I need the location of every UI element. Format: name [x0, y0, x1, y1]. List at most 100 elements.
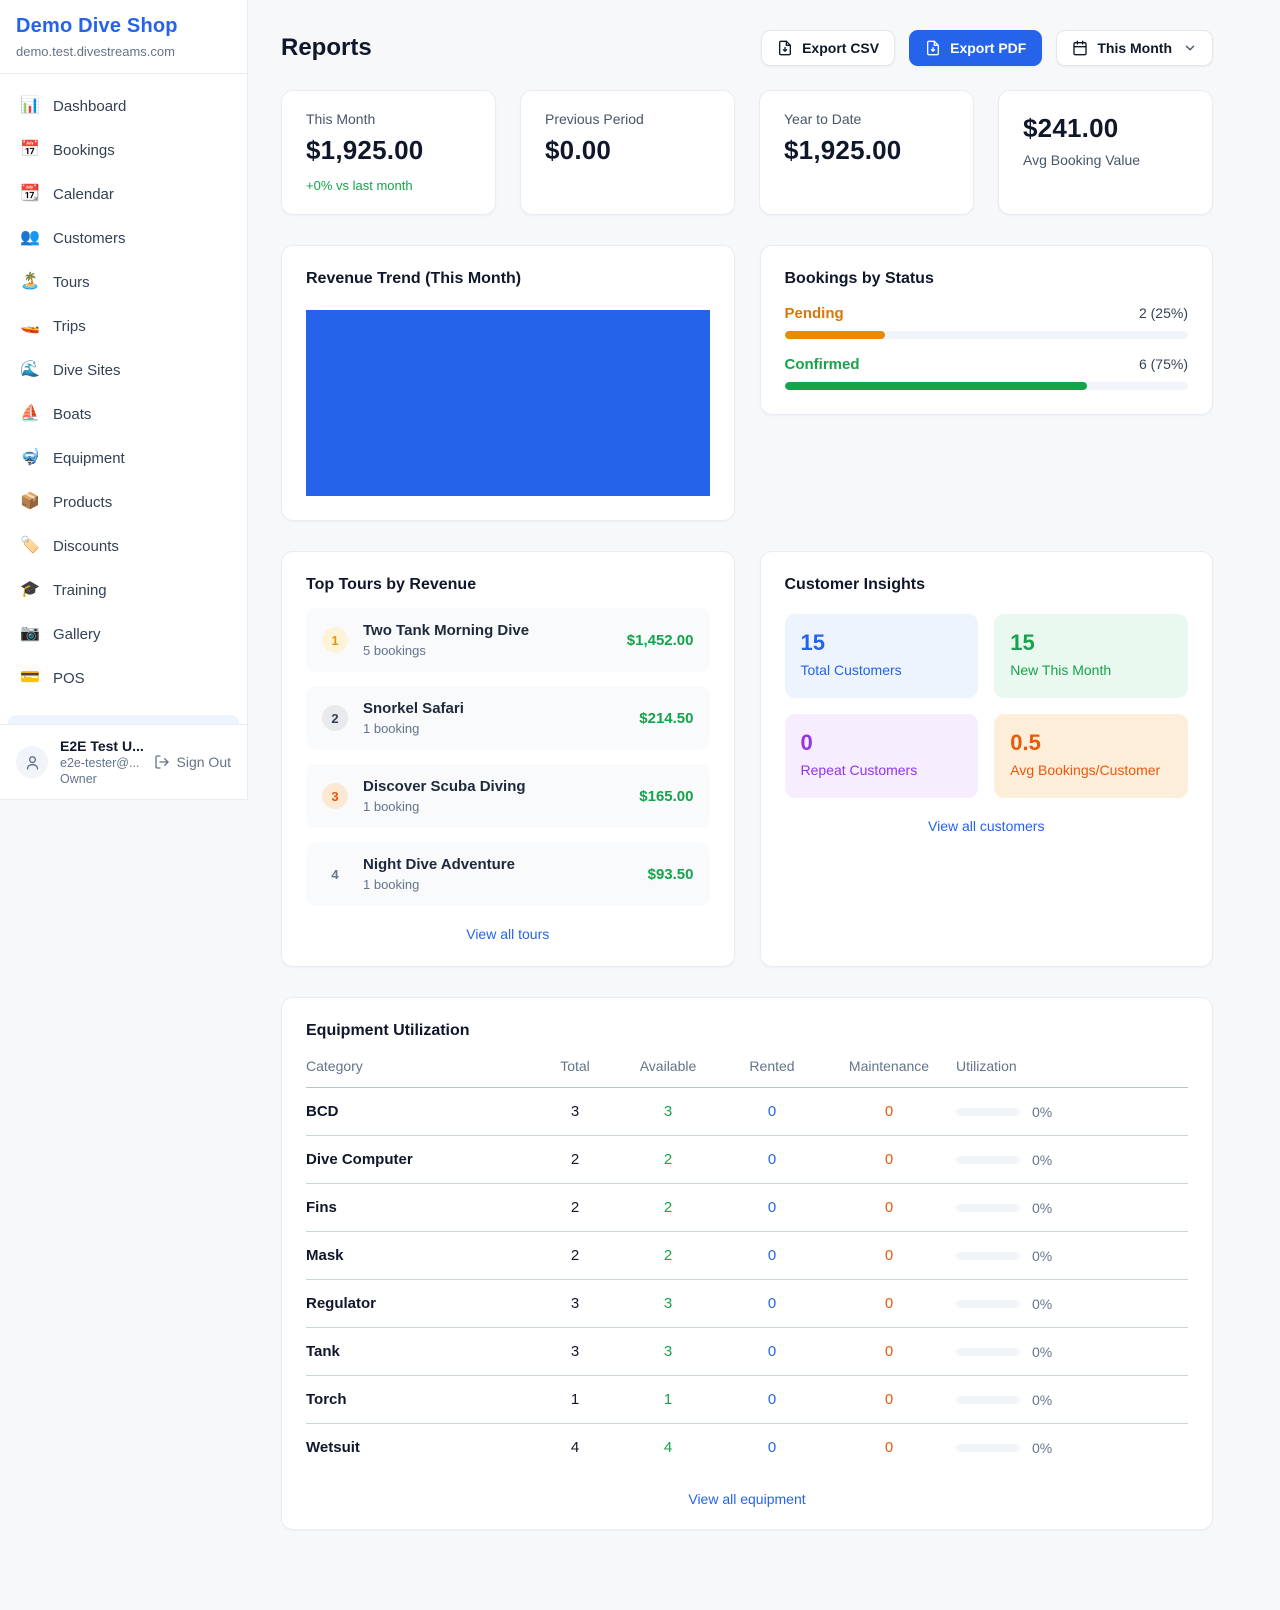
- sidebar-item-dashboard[interactable]: 📊 Dashboard: [8, 88, 239, 124]
- brand-block: Demo Dive Shop demo.test.divestreams.com: [0, 0, 247, 74]
- sidebar-item-trips[interactable]: 🚤 Trips: [8, 308, 239, 344]
- col-utilization: Utilization: [956, 1058, 1017, 1074]
- sidebar-item-discounts[interactable]: 🏷️ Discounts: [8, 528, 239, 564]
- status-row-confirmed: Confirmed 6 (75%): [784, 356, 1188, 390]
- rank-badge: 2: [322, 705, 348, 731]
- sidebar-item-calendar[interactable]: 📆 Calendar: [8, 176, 239, 212]
- table-row: BCD 3 3 0 0 0%: [306, 1088, 1188, 1136]
- cell-utilization: 0%: [956, 1344, 1188, 1360]
- table-row: Tank 3 3 0 0 0%: [306, 1328, 1188, 1376]
- sidebar-item-gallery[interactable]: 📷 Gallery: [8, 616, 239, 652]
- period-select[interactable]: This Month: [1056, 30, 1213, 66]
- view-all-customers-link[interactable]: View all customers: [928, 818, 1045, 834]
- tile-value: 0.5: [1010, 730, 1041, 755]
- cell-category: Fins: [306, 1199, 337, 1216]
- dashboard-icon: 📊: [20, 97, 40, 114]
- sidebar-item-label: POS: [53, 669, 85, 687]
- cell-rented: 0: [767, 1103, 777, 1120]
- tile-repeat-customers: 0 Repeat Customers: [784, 714, 979, 798]
- table-row: Wetsuit 4 4 0 0 0%: [306, 1424, 1188, 1471]
- tile-new-this-month: 15 New This Month: [994, 614, 1188, 698]
- status-value: 2 (25%): [1138, 305, 1188, 321]
- cell-rented: 0: [767, 1247, 777, 1264]
- cell-total: 3: [570, 1343, 580, 1360]
- insight-tiles: 15 Total Customers 15 New This Month 0 R…: [784, 614, 1188, 798]
- utilization-bar: [956, 1443, 1020, 1452]
- cell-maintenance: 0: [884, 1247, 894, 1264]
- cell-available: 4: [663, 1439, 673, 1456]
- stat-label: Previous Period: [545, 111, 644, 127]
- sidebar-item-tours[interactable]: 🏝️ Tours: [8, 264, 239, 300]
- sidebar-item-dive-sites[interactable]: 🌊 Dive Sites: [8, 352, 239, 388]
- cell-utilization: 0%: [956, 1296, 1188, 1312]
- sidebar-item-equipment[interactable]: 🤿 Equipment: [8, 440, 239, 476]
- file-download-icon: [779, 40, 792, 56]
- sidebar-item-bookings[interactable]: 📅 Bookings: [8, 132, 239, 168]
- cell-utilization: 0%: [956, 1152, 1188, 1168]
- sidebar-item-customers[interactable]: 👥 Customers: [8, 220, 239, 256]
- utilization-pct: 0%: [1032, 1199, 1053, 1216]
- col-rented: Rented: [749, 1058, 795, 1074]
- sidebar-item-label: Trips: [53, 317, 86, 335]
- stat-value: $1,925.00: [306, 135, 424, 165]
- user-email: e2e-tester@...: [60, 756, 140, 770]
- export-csv-button[interactable]: Export CSV: [761, 30, 896, 66]
- view-all-tours-link[interactable]: View all tours: [466, 926, 550, 942]
- sign-out-label: Sign Out: [176, 754, 231, 770]
- stats-row: This Month $1,925.00 +0% vs last month P…: [281, 90, 1213, 215]
- cell-total: 4: [570, 1439, 580, 1456]
- utilization-pct: 0%: [1032, 1151, 1053, 1168]
- sign-out-button[interactable]: Sign Out: [154, 754, 231, 770]
- cell-maintenance: 0: [884, 1391, 894, 1408]
- stat-label: Avg Booking Value: [1023, 152, 1141, 168]
- page-header: Reports Export CSV Export PDF This Month: [281, 30, 1213, 66]
- sidebar-item-boats[interactable]: ⛵ Boats: [8, 396, 239, 432]
- sidebar-item-label: Calendar: [53, 185, 114, 203]
- stat-card-this-month: This Month $1,925.00 +0% vs last month: [281, 90, 496, 215]
- cell-total: 3: [570, 1103, 580, 1120]
- tile-total-customers: 15 Total Customers: [784, 614, 979, 698]
- utilization-pct: 0%: [1032, 1343, 1053, 1360]
- tour-name: Two Tank Morning Dive: [363, 622, 530, 639]
- stat-value: $0.00: [545, 135, 612, 165]
- equipment-utilization-title: Equipment Utilization: [306, 1022, 470, 1039]
- view-all-equipment-link[interactable]: View all equipment: [688, 1491, 806, 1507]
- cell-maintenance: 0: [884, 1199, 894, 1216]
- col-total: Total: [560, 1058, 590, 1074]
- products-icon: 📦: [20, 493, 40, 510]
- tile-avg-bookings-customer: 0.5 Avg Bookings/Customer: [994, 714, 1188, 798]
- sidebar-item-products[interactable]: 📦 Products: [8, 484, 239, 520]
- tile-label: Repeat Customers: [800, 762, 918, 778]
- utilization-pct: 0%: [1032, 1247, 1053, 1264]
- table-row: Regulator 3 3 0 0 0%: [306, 1280, 1188, 1328]
- top-tours-title: Top Tours by Revenue: [306, 576, 477, 593]
- boats-icon: ⛵: [20, 405, 40, 422]
- tour-row: 2 Snorkel Safari 1 booking $214.50: [306, 686, 710, 750]
- gallery-icon: 📷: [20, 625, 40, 642]
- cell-rented: 0: [767, 1343, 777, 1360]
- shop-name: Demo Dive Shop: [16, 15, 178, 37]
- table-header: Category Total Available Rented Maintena…: [306, 1058, 1188, 1088]
- discounts-icon: 🏷️: [20, 537, 40, 554]
- sidebar-item-reports-partial[interactable]: [8, 715, 239, 724]
- table-row: Fins 2 2 0 0 0%: [306, 1184, 1188, 1232]
- tile-value: 15: [1010, 630, 1035, 655]
- tour-name: Night Dive Adventure: [363, 856, 515, 873]
- status-bar-track: [784, 331, 1188, 339]
- status-value: 6 (75%): [1138, 356, 1188, 372]
- tour-row: 1 Two Tank Morning Dive 5 bookings $1,45…: [306, 608, 710, 672]
- sidebar-item-training[interactable]: 🎓 Training: [8, 572, 239, 608]
- stat-value: $241.00: [1023, 113, 1119, 143]
- shop-domain: demo.test.divestreams.com: [16, 44, 175, 59]
- cell-category: BCD: [306, 1103, 339, 1120]
- export-pdf-button[interactable]: Export PDF: [909, 30, 1043, 66]
- cell-maintenance: 0: [884, 1343, 894, 1360]
- page-title: Reports: [281, 34, 372, 61]
- cell-available: 2: [663, 1151, 673, 1168]
- bookings-by-status-title: Bookings by Status: [784, 270, 934, 287]
- sidebar-item-pos[interactable]: 💳 POS: [8, 660, 239, 696]
- main-content: Reports Export CSV Export PDF This Month…: [248, 0, 1280, 1570]
- tile-value: 0: [800, 730, 813, 755]
- sidebar-item-label: Bookings: [53, 141, 115, 159]
- cell-utilization: 0%: [956, 1104, 1188, 1120]
